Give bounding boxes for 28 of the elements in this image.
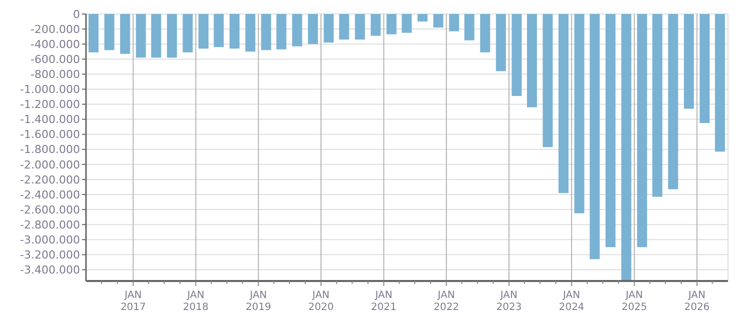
x-tick-label: JAN 2026	[684, 290, 710, 313]
y-tick-label: -1.400.000	[20, 113, 80, 126]
y-tick-label: 0	[73, 8, 80, 21]
y-tick-label: -600.000	[30, 52, 80, 66]
x-tick-label: JAN 2018	[183, 290, 208, 313]
x-tick-label: JAN 2022	[434, 290, 460, 313]
y-tick-label: -2.400.000	[20, 188, 80, 202]
y-tick-label: -3.200.000	[20, 248, 80, 262]
y-tick-label: -200.000	[30, 22, 80, 36]
x-tick-label: JAN 2020	[308, 290, 334, 313]
y-tick-label: -400.000	[30, 38, 80, 51]
x-tick-label: JAN 2019	[246, 290, 272, 313]
y-tick-label: -1.600.000	[20, 128, 80, 142]
x-tick-label: JAN 2021	[371, 290, 396, 313]
y-tick-label: -2.000.000	[20, 158, 80, 172]
x-tick-label: JAN 2023	[496, 290, 522, 313]
y-tick-label: -2.200.000	[20, 173, 80, 186]
x-tick-label: JAN 2024	[558, 290, 584, 313]
x-tick-label: JAN 2017	[120, 290, 146, 313]
y-tick-label: -2.600.000	[20, 203, 80, 216]
y-tick-label: -1.800.000	[20, 143, 80, 156]
y-tick-label: -1.200.000	[20, 98, 80, 112]
y-tick-label: -1.000.000	[20, 83, 80, 96]
y-tick-label: -3.400.000	[20, 264, 80, 277]
y-tick-label: -2.800.000	[20, 218, 80, 232]
x-tick-label: JAN 2025	[622, 290, 648, 313]
y-tick-label: -800.000	[30, 68, 80, 82]
y-tick-label: -3.000.000	[20, 233, 80, 246]
